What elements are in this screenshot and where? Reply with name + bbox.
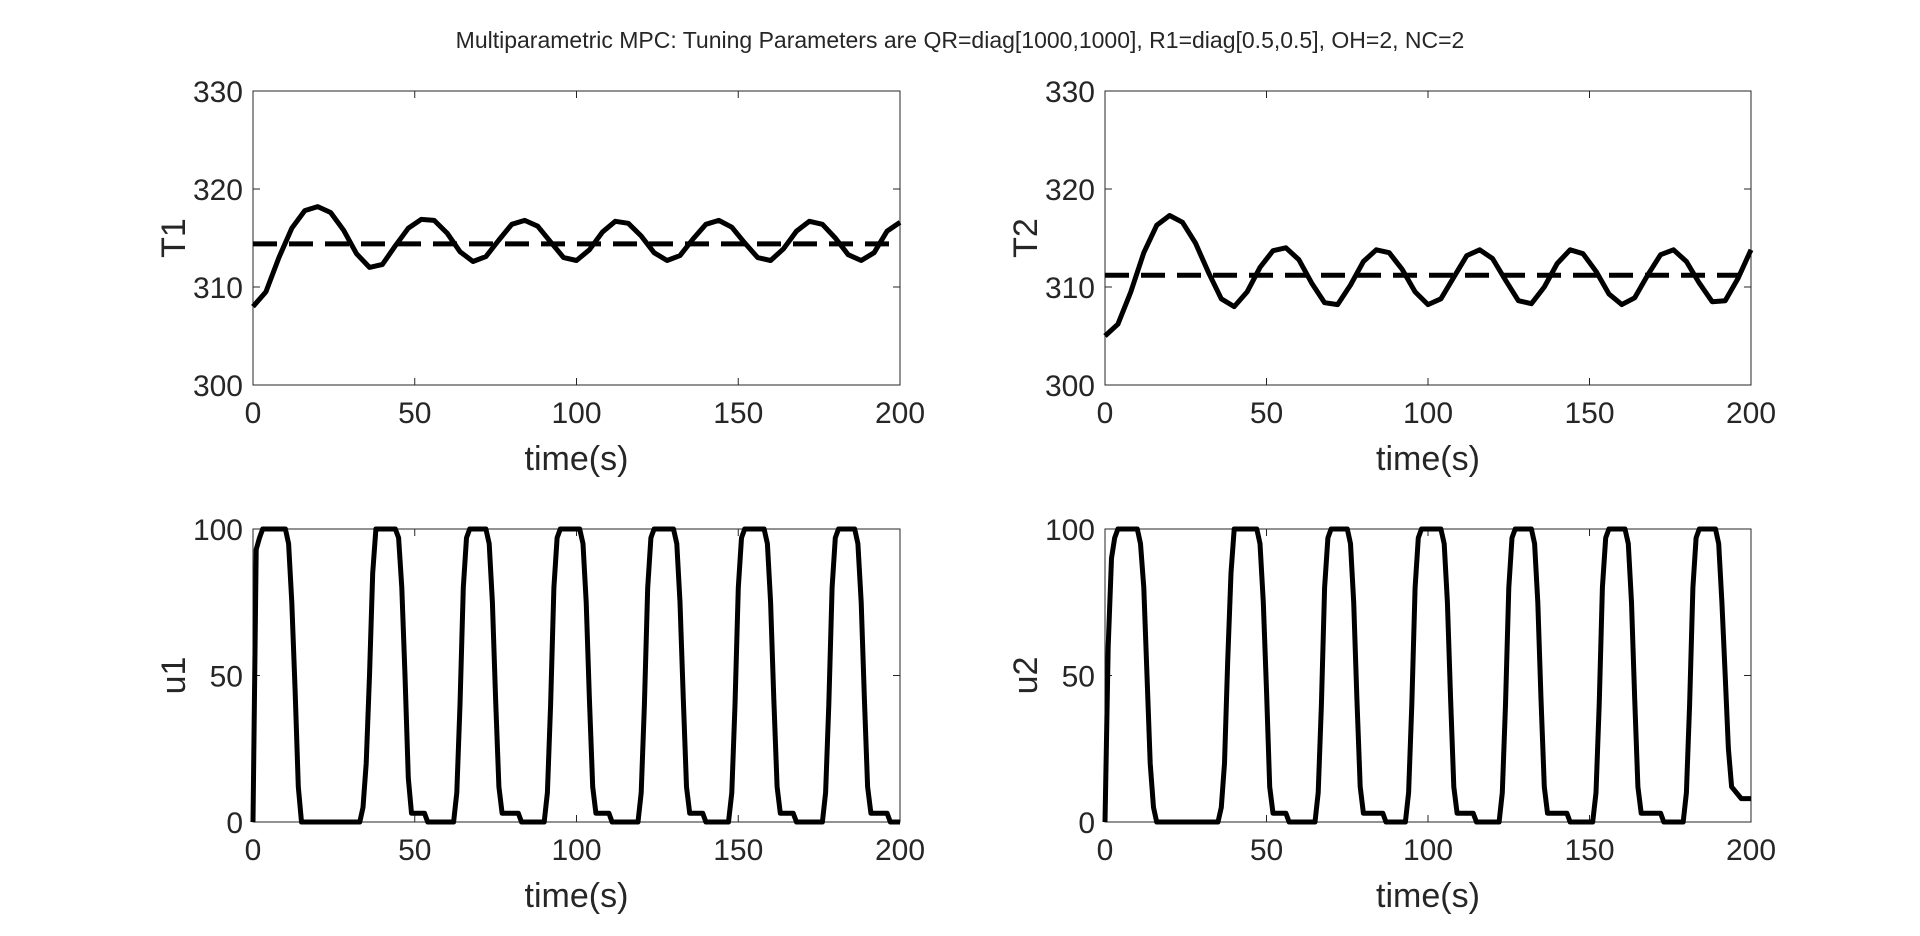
x-tick-label: 100 bbox=[551, 397, 601, 430]
y-axis-label: u1 bbox=[155, 657, 193, 695]
y-tick-label: 310 bbox=[1045, 272, 1095, 305]
x-tick-label: 50 bbox=[1250, 834, 1283, 867]
y-axis-label: u2 bbox=[1007, 657, 1045, 695]
x-tick-label: 200 bbox=[875, 397, 925, 430]
y-tick-label: 100 bbox=[1045, 514, 1095, 547]
x-tick-label: 200 bbox=[1726, 397, 1776, 430]
y-tick-label: 50 bbox=[1062, 661, 1095, 694]
y-tick-label: 100 bbox=[193, 514, 243, 547]
x-tick-label: 150 bbox=[1564, 834, 1614, 867]
x-tick-label: 0 bbox=[1097, 834, 1114, 867]
axes-box bbox=[1104, 528, 1752, 823]
y-axis-label: T1 bbox=[155, 218, 193, 258]
y-tick-label: 310 bbox=[193, 272, 243, 305]
x-tick-label: 0 bbox=[245, 397, 262, 430]
subplot-4: 0 50 100 150 200 0 50 100 time(s) u2 bbox=[1007, 514, 1776, 915]
axes-box bbox=[1104, 90, 1752, 386]
y-tick-label: 0 bbox=[226, 807, 243, 840]
y-tick-label: 330 bbox=[193, 76, 243, 109]
x-tick-label: 150 bbox=[1564, 397, 1614, 430]
x-tick-label: 200 bbox=[875, 834, 925, 867]
x-tick-label: 0 bbox=[1097, 397, 1114, 430]
y-tick-label: 300 bbox=[1045, 370, 1095, 403]
x-axis-label: time(s) bbox=[1376, 440, 1480, 478]
y-tick-label: 320 bbox=[193, 174, 243, 207]
x-tick-label: 0 bbox=[245, 834, 262, 867]
x-tick-label: 50 bbox=[398, 834, 431, 867]
subplot-2: 0 50 100 150 200 300 310 320 330 time(s) T2 bbox=[1007, 76, 1776, 478]
x-tick-label: 100 bbox=[1403, 397, 1453, 430]
y-tick-label: 300 bbox=[193, 370, 243, 403]
y-tick-label: 330 bbox=[1045, 76, 1095, 109]
y-tick-label: 0 bbox=[1078, 807, 1095, 840]
response-line bbox=[250, 526, 900, 825]
x-axis-label: time(s) bbox=[525, 440, 629, 478]
subplot-3: 0 50 100 150 200 0 50 100 time(s) u1 bbox=[155, 514, 925, 915]
x-tick-label: 100 bbox=[551, 834, 601, 867]
response-line bbox=[1102, 526, 1751, 825]
x-tick-label: 200 bbox=[1726, 834, 1776, 867]
figure-title: Multiparametric MPC: Tuning Parameters a… bbox=[456, 27, 1465, 53]
subplot-1: 0 50 100 150 200 300 310 320 330 time(s) T1 bbox=[155, 76, 925, 478]
x-tick-label: 150 bbox=[713, 834, 763, 867]
x-axis-label: time(s) bbox=[1376, 877, 1480, 915]
x-tick-label: 50 bbox=[398, 397, 431, 430]
x-axis-label: time(s) bbox=[525, 877, 629, 915]
y-axis-label: T2 bbox=[1007, 218, 1045, 258]
x-tick-label: 150 bbox=[713, 397, 763, 430]
y-tick-label: 320 bbox=[1045, 174, 1095, 207]
x-tick-label: 100 bbox=[1403, 834, 1453, 867]
axes-box bbox=[252, 528, 901, 823]
x-tick-label: 50 bbox=[1250, 397, 1283, 430]
y-tick-label: 50 bbox=[210, 661, 243, 694]
response-line bbox=[1103, 213, 1754, 338]
response-line bbox=[251, 204, 902, 309]
